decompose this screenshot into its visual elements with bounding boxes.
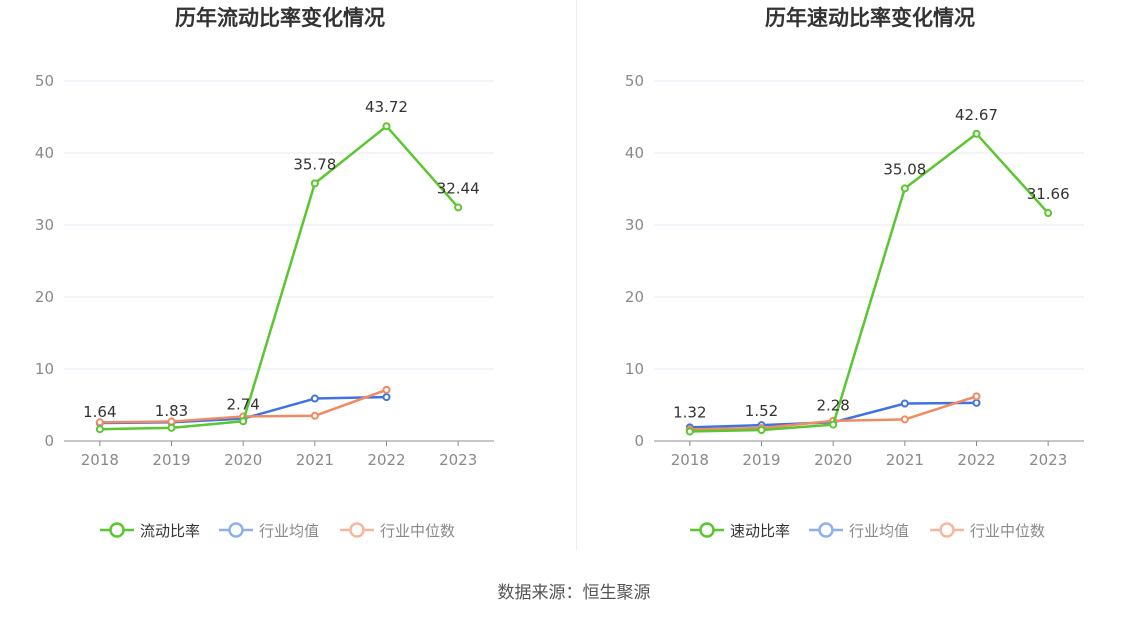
legend-label: 速动比率 xyxy=(730,522,790,540)
legend-label: 行业均值 xyxy=(259,522,319,540)
y-tick-label: 50 xyxy=(35,72,54,90)
x-tick-label: 2023 xyxy=(1029,451,1067,469)
data-label: 42.67 xyxy=(955,106,998,124)
legend-item-3[interactable]: 行业中位数 xyxy=(930,522,1045,540)
data-point xyxy=(310,411,319,420)
data-label: 2.28 xyxy=(816,397,849,415)
y-tick-label: 40 xyxy=(625,144,644,162)
x-tick-label: 2018 xyxy=(81,451,119,469)
data-point xyxy=(239,417,248,426)
x-tick-label: 2022 xyxy=(957,451,995,469)
data-label: 1.32 xyxy=(673,403,706,421)
data-point xyxy=(382,385,391,394)
data-label: 1.64 xyxy=(83,403,116,421)
data-point xyxy=(167,423,176,432)
x-tick-label: 2023 xyxy=(439,451,477,469)
x-tick-label: 2019 xyxy=(742,451,780,469)
data-point xyxy=(972,129,981,138)
data-point xyxy=(972,392,981,401)
x-tick-label: 2020 xyxy=(814,451,852,469)
y-tick-label: 10 xyxy=(625,360,644,378)
legend-label: 行业中位数 xyxy=(970,522,1045,540)
x-tick-label: 2022 xyxy=(367,451,405,469)
legend-item-1[interactable]: 流动比率 xyxy=(100,522,200,540)
legend-label: 行业中位数 xyxy=(380,522,455,540)
y-tick-label: 40 xyxy=(35,144,54,162)
data-label: 43.72 xyxy=(365,98,408,116)
data-point xyxy=(95,425,104,434)
data-point xyxy=(1044,209,1053,218)
y-tick-label: 0 xyxy=(44,432,54,450)
data-point xyxy=(900,415,909,424)
y-tick-label: 30 xyxy=(625,216,644,234)
legend-marker xyxy=(939,522,955,538)
y-tick-label: 20 xyxy=(35,288,54,306)
data-point xyxy=(310,179,319,188)
data-point xyxy=(972,398,981,407)
series-line-1 xyxy=(99,124,460,431)
data-point xyxy=(382,122,391,131)
data-label: 35.78 xyxy=(293,155,336,173)
data-point xyxy=(829,420,838,429)
data-point xyxy=(310,394,319,403)
legend-marker xyxy=(818,522,834,538)
chart-title: 历年流动比率变化情况 xyxy=(175,6,385,30)
data-point xyxy=(900,184,909,193)
y-tick-label: 20 xyxy=(625,288,644,306)
legend-marker xyxy=(109,522,125,538)
legend-item-1[interactable]: 速动比率 xyxy=(690,522,790,540)
x-tick-label: 2021 xyxy=(886,451,924,469)
series-line-1 xyxy=(689,132,1050,433)
data-point xyxy=(900,399,909,408)
legend-label: 行业均值 xyxy=(849,522,909,540)
data-label: 35.08 xyxy=(883,160,926,178)
data-label: 2.74 xyxy=(226,395,259,413)
y-tick-label: 50 xyxy=(625,72,644,90)
y-tick-label: 30 xyxy=(35,216,54,234)
legend-marker xyxy=(699,522,715,538)
x-tick-label: 2021 xyxy=(296,451,334,469)
data-point xyxy=(382,393,391,402)
legend-item-3[interactable]: 行业中位数 xyxy=(340,522,455,540)
panel-divider xyxy=(576,0,577,550)
data-point xyxy=(454,203,463,212)
data-label: 31.66 xyxy=(1027,185,1070,203)
legend-item-2[interactable]: 行业均值 xyxy=(809,522,909,540)
y-tick-label: 0 xyxy=(634,432,644,450)
chart-1: 历年流动比率变化情况 0 10 20 30 40 50 2018 2019 2020 2021 202… xyxy=(35,6,494,540)
data-label: 1.52 xyxy=(745,402,778,420)
data-label: 1.83 xyxy=(155,402,188,420)
data-label: 32.44 xyxy=(437,179,480,197)
legend-label: 流动比率 xyxy=(140,522,200,540)
x-tick-label: 2019 xyxy=(152,451,190,469)
x-tick-label: 2020 xyxy=(224,451,262,469)
data-source: 数据来源：恒生聚源 xyxy=(497,583,651,603)
y-tick-label: 10 xyxy=(35,360,54,378)
chart-2: 历年速动比率变化情况 0 10 20 30 40 50 2018 2019 2020 2021 202… xyxy=(625,6,1084,540)
chart-title: 历年速动比率变化情况 xyxy=(765,6,975,30)
x-tick-label: 2018 xyxy=(671,451,709,469)
data-point xyxy=(757,426,766,435)
legend-marker xyxy=(228,522,244,538)
legend-marker xyxy=(349,522,365,538)
legend-item-2[interactable]: 行业均值 xyxy=(219,522,319,540)
data-point xyxy=(685,427,694,436)
